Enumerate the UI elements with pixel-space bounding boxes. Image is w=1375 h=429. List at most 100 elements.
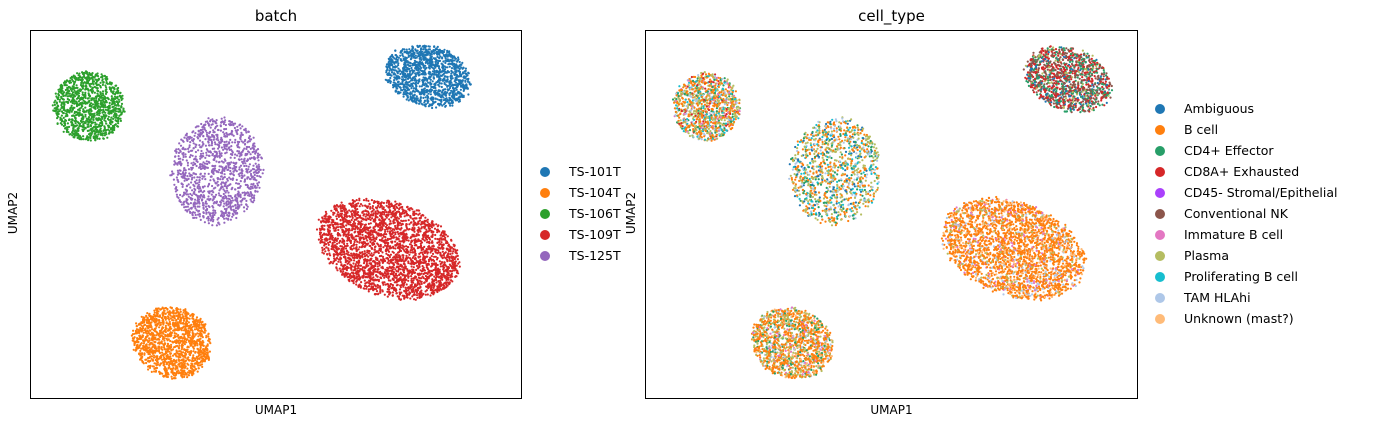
- point-ts-104t: [192, 313, 195, 316]
- point-ts-104t: [177, 317, 180, 320]
- point-ts-104t: [144, 346, 147, 349]
- point-ts-104t: [164, 366, 167, 370]
- point-ts-101t: [444, 71, 447, 74]
- point-ts-101t: [445, 80, 448, 83]
- point-ts-109t: [339, 261, 342, 264]
- point-ts-106t: [107, 118, 110, 121]
- point-ts-101t: [418, 102, 421, 105]
- point-ts-104t: [207, 337, 211, 340]
- point-ts-101t: [425, 60, 428, 63]
- point-ts-104t: [176, 324, 179, 327]
- point-ts-106t: [117, 86, 120, 90]
- point-ts-104t: [159, 371, 162, 375]
- point-ts-106t: [62, 98, 65, 101]
- point-ts-106t: [73, 102, 76, 105]
- point-ts-104t: [196, 332, 199, 335]
- point-ts-101t: [403, 69, 406, 72]
- point-ts-101t: [432, 98, 435, 101]
- point-ts-104t: [150, 370, 153, 373]
- point-ts-104t: [149, 317, 153, 321]
- point-ts-104t: [149, 359, 152, 363]
- point-ts-104t: [159, 324, 162, 327]
- point-ts-104t: [164, 330, 167, 334]
- point-ts-101t: [405, 48, 408, 51]
- point-ts-106t: [93, 105, 96, 108]
- point-ts-106t: [100, 115, 103, 118]
- point-ts-101t: [390, 63, 393, 66]
- point-ts-104t: [179, 310, 182, 313]
- point-ts-109t: [385, 201, 388, 204]
- point-ts-104t: [151, 355, 154, 358]
- point-ts-101t: [421, 90, 424, 93]
- point-ts-104t: [204, 329, 207, 332]
- point-ts-101t: [385, 63, 389, 66]
- point-ts-101t: [395, 65, 398, 68]
- point-ts-101t: [439, 99, 443, 102]
- point-ts-101t: [450, 89, 453, 92]
- point-ts-104t: [193, 328, 197, 331]
- point-ts-104t: [170, 349, 173, 352]
- point-ts-101t: [458, 95, 461, 98]
- point-ts-101t: [406, 67, 409, 70]
- point-ts-104t: [197, 354, 200, 358]
- point-ts-101t: [423, 89, 427, 92]
- point-ts-104t: [172, 336, 175, 339]
- point-ts-101t: [402, 95, 405, 98]
- point-ts-104t: [179, 372, 182, 375]
- point-ts-104t: [146, 360, 150, 363]
- point-ts-101t: [421, 61, 424, 64]
- point-ts-104t: [174, 364, 177, 367]
- point-ts-104t: [143, 324, 146, 327]
- point-ts-104t: [160, 329, 163, 332]
- point-ts-106t: [106, 97, 109, 100]
- point-ts-106t: [64, 94, 67, 97]
- point-ts-104t: [200, 342, 203, 345]
- point-ts-104t: [162, 343, 165, 346]
- point-ts-104t: [147, 327, 150, 330]
- point-ts-101t: [435, 93, 439, 96]
- point-ts-104t: [164, 306, 168, 310]
- point-ts-104t: [175, 361, 178, 364]
- point-ts-101t: [424, 105, 427, 108]
- point-ts-101t: [392, 81, 395, 84]
- point-ts-106t: [122, 108, 125, 112]
- point-ts-104t: [191, 358, 194, 361]
- point-ts-104t: [175, 307, 178, 310]
- point-ts-101t: [459, 88, 462, 91]
- point-ts-101t: [415, 84, 418, 88]
- point-ts-104t: [158, 357, 161, 360]
- point-ts-104t: [149, 364, 152, 367]
- point-ts-101t: [391, 55, 394, 58]
- point-ts-101t: [419, 66, 423, 70]
- point-ts-101t: [407, 54, 410, 57]
- point-ts-101t: [404, 61, 407, 64]
- point-ts-101t: [410, 53, 413, 56]
- point-ts-101t: [385, 71, 388, 74]
- point-ts-104t: [164, 352, 167, 355]
- point-ts-104t: [184, 309, 187, 313]
- point-ts-104t: [179, 350, 182, 353]
- point-ts-104t: [190, 313, 194, 316]
- point-ts-109t: [443, 261, 446, 264]
- point-ts-101t: [465, 86, 468, 89]
- point-ts-104t: [150, 325, 153, 328]
- point-ts-106t: [91, 97, 94, 100]
- point-ts-101t: [427, 45, 430, 48]
- point-ts-104t: [184, 354, 187, 357]
- point-ts-106t: [66, 95, 69, 98]
- point-ts-106t: [72, 85, 75, 89]
- point-ts-109t: [372, 212, 375, 215]
- point-ts-106t: [73, 112, 76, 115]
- point-ts-101t: [446, 76, 449, 79]
- point-ts-106t: [74, 76, 77, 80]
- point-ts-101t: [395, 58, 398, 61]
- point-ts-106t: [81, 84, 85, 87]
- point-ts-101t: [423, 99, 426, 102]
- point-ts-106t: [75, 91, 78, 94]
- point-ts-106t: [71, 87, 74, 91]
- point-ts-104t: [193, 369, 196, 372]
- batch-plot-area: [30, 30, 522, 399]
- point-ts-106t: [56, 97, 59, 100]
- point-ts-104t: [173, 362, 176, 365]
- point-ts-104t: [167, 345, 170, 348]
